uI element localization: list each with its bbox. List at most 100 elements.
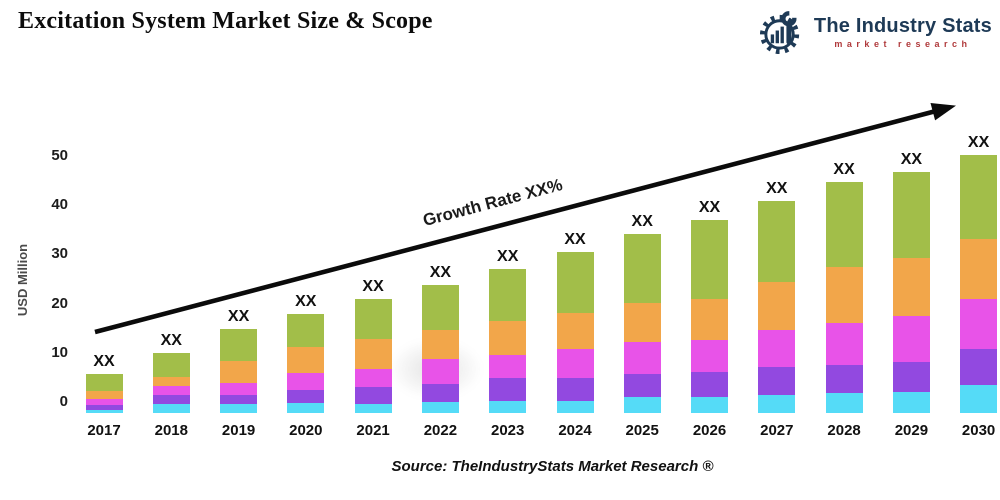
segment-2-purple — [85, 405, 123, 410]
segment-3-magenta — [556, 348, 594, 378]
x-axis-tick-2019: 2019 — [221, 422, 256, 439]
bar-value-label-2017: XX — [93, 352, 115, 370]
segment-1-cyan — [354, 403, 392, 413]
segment-2-purple — [892, 361, 930, 393]
segment-4-orange — [220, 361, 258, 383]
segment-3-magenta — [960, 299, 998, 350]
y-axis-tick-40: 40 — [51, 196, 68, 214]
x-axis-tick-2021: 2021 — [356, 422, 390, 439]
y-axis-tick-10: 10 — [51, 343, 68, 361]
x-axis-tick-2027: 2027 — [760, 422, 794, 439]
segment-3-magenta — [489, 355, 527, 378]
segment-4-orange — [556, 312, 594, 349]
segment-2-purple — [825, 364, 863, 393]
stacked-bar-2024 — [556, 251, 594, 413]
stacked-bar-2019 — [220, 329, 258, 413]
bar-value-label-2020: XX — [295, 292, 317, 310]
brand-logo: The Industry Stats market research — [759, 8, 992, 55]
segment-1-cyan — [152, 403, 190, 413]
stacked-bar-2025 — [623, 234, 661, 413]
segment-5-green — [825, 181, 863, 268]
segment-3-magenta — [85, 399, 123, 406]
x-axis-tick-2017: 2017 — [87, 422, 121, 439]
x-axis-tick-2020: 2020 — [289, 422, 323, 439]
brand-tagline: market research — [834, 38, 972, 49]
bar-value-label-2021: XX — [362, 278, 384, 296]
segment-1-cyan — [960, 385, 998, 413]
brand-text-block: The Industry Stats market research — [814, 15, 992, 49]
x-axis-tick-2023: 2023 — [491, 422, 525, 439]
bar-value-label-2025: XX — [631, 213, 653, 231]
source-attribution: Source: TheIndustryStats Market Research… — [391, 458, 714, 475]
segment-5-green — [556, 251, 594, 313]
stacked-bar-2026 — [691, 220, 728, 413]
segment-1-cyan — [623, 397, 661, 413]
segment-3-magenta — [623, 341, 661, 375]
bar-value-label-2030: XX — [967, 133, 990, 151]
segment-5-green — [354, 299, 392, 339]
x-axis-tick-2022: 2022 — [423, 422, 458, 439]
segment-2-purple — [220, 395, 258, 405]
segment-2-purple — [556, 377, 594, 401]
stacked-bar-2030 — [960, 154, 998, 414]
segment-5-green — [489, 269, 527, 322]
segment-3-magenta — [691, 339, 728, 373]
bar-value-label-2026: XX — [698, 199, 721, 216]
segment-4-orange — [825, 267, 863, 324]
segment-4-orange — [623, 303, 661, 342]
x-axis-tick-2018: 2018 — [154, 422, 188, 439]
segment-3-magenta — [758, 330, 796, 368]
bar-value-label-2024: XX — [564, 230, 586, 248]
segment-3-magenta — [892, 316, 930, 362]
segment-2-purple — [421, 383, 459, 403]
growth-rate-annotation: Growth Rate XX% — [420, 174, 565, 231]
segment-2-purple — [623, 374, 661, 398]
x-axis-tick-2026: 2026 — [692, 422, 727, 439]
segment-5-green — [287, 313, 325, 348]
segment-2-purple — [354, 387, 392, 404]
segment-1-cyan — [489, 401, 527, 413]
segment-4-orange — [758, 281, 796, 331]
stacked-bar-2018 — [152, 352, 190, 413]
segment-4-orange — [85, 390, 123, 400]
segment-3-magenta — [825, 323, 863, 365]
gear-wrench-chart-icon — [759, 10, 800, 55]
brand-name: The Industry Stats — [813, 14, 992, 37]
segment-1-cyan — [421, 402, 459, 413]
segment-2-purple — [287, 390, 325, 403]
segment-2-purple — [152, 394, 190, 404]
bar-value-label-2019: XX — [227, 308, 250, 326]
segment-5-green — [152, 352, 190, 377]
segment-5-green — [960, 154, 998, 239]
segment-2-purple — [758, 367, 796, 395]
y-axis-tick-20: 20 — [51, 294, 68, 312]
stacked-bar-2028 — [825, 181, 863, 413]
segment-1-cyan — [287, 402, 325, 413]
segment-1-cyan — [691, 396, 728, 413]
page-title: Excitation System Market Size & Scope — [18, 8, 433, 34]
y-axis-tick-50: 50 — [51, 146, 68, 164]
bar-value-label-2022: XX — [429, 263, 452, 281]
segment-3-magenta — [287, 373, 325, 391]
stacked-bar-2021 — [354, 299, 392, 413]
stacked-bar-2020 — [287, 313, 325, 413]
segment-4-orange — [287, 347, 325, 374]
bar-value-label-2029: XX — [900, 151, 923, 169]
segment-5-green — [421, 284, 459, 331]
stacked-bar-2027 — [758, 200, 796, 413]
bar-value-label-2028: XX — [833, 160, 855, 178]
segment-5-green — [623, 234, 661, 304]
segment-3-magenta — [220, 382, 258, 396]
segment-3-magenta — [421, 359, 459, 384]
segment-4-orange — [960, 238, 998, 300]
x-axis-tick-2030: 2030 — [961, 422, 996, 439]
segment-5-green — [758, 200, 796, 282]
segment-4-orange — [152, 376, 190, 386]
bar-value-label-2027: XX — [766, 179, 788, 197]
segment-4-orange — [489, 321, 527, 356]
x-axis-tick-2029: 2029 — [894, 422, 929, 439]
segment-4-orange — [691, 298, 728, 340]
segment-5-green — [220, 329, 258, 362]
stacked-bar-2029 — [892, 172, 930, 413]
